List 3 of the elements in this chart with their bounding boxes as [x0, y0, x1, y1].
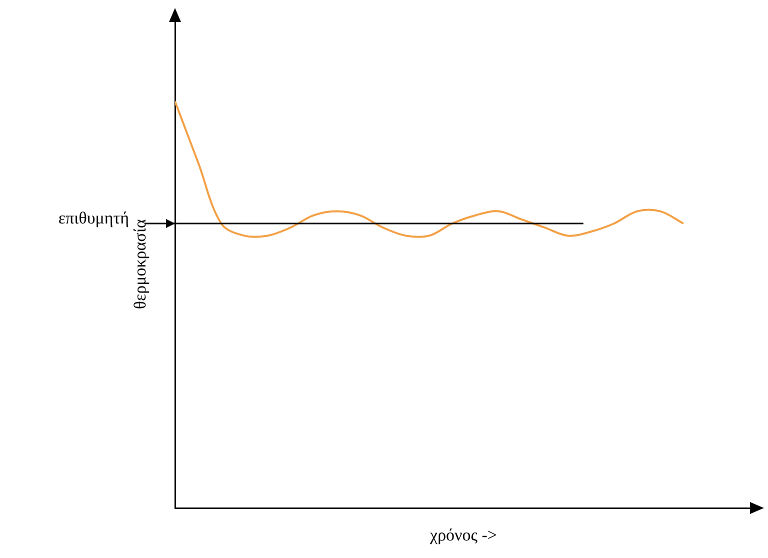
x-axis-title: χρόνος -> [429, 525, 497, 544]
y-axis-title: θερμοκρασία [130, 219, 150, 310]
ref-line-label: επιθυμητή [58, 208, 129, 228]
